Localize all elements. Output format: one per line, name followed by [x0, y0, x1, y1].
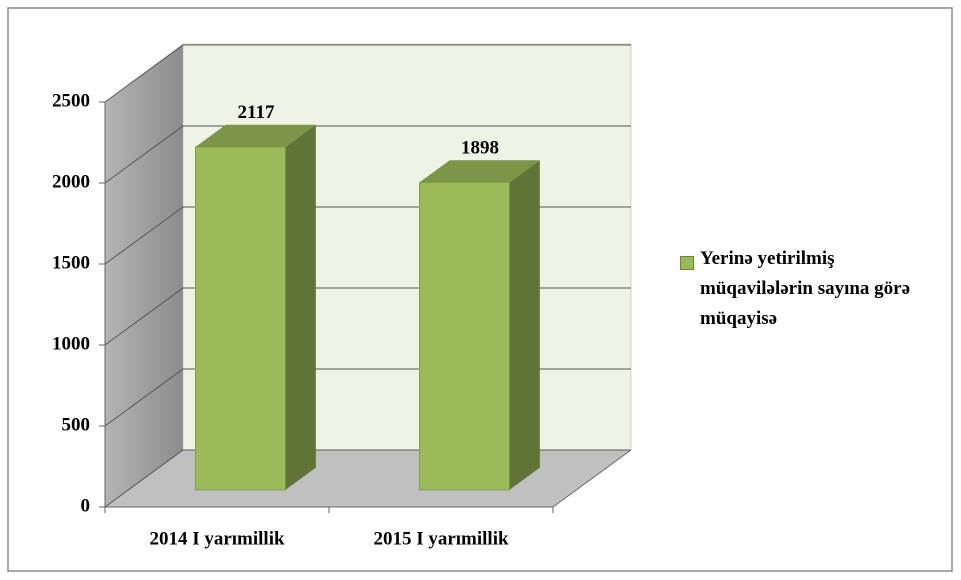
legend-label: Yerinə yetirilmiş müqavilələrin sayına g…	[700, 248, 911, 329]
bar-top-shade	[419, 160, 540, 183]
x-tick-label: 2014 I yarımillik	[149, 528, 285, 549]
y-tick-label: 500	[62, 414, 91, 435]
bar-top	[195, 124, 316, 147]
bar-top-shade	[195, 124, 316, 147]
bar-top	[419, 160, 540, 183]
bar	[194, 146, 286, 491]
legend: Yerinə yetirilmiş müqavilələrin sayına g…	[680, 248, 920, 334]
y-tick-label: 1000	[52, 333, 90, 354]
data-label: 2117	[238, 102, 275, 123]
data-label: 1898	[461, 137, 499, 158]
bar-side-shade	[509, 160, 540, 490]
floor-edge	[552, 449, 632, 508]
grid-line	[104, 125, 631, 184]
legend-swatch	[680, 256, 694, 270]
grid-line	[104, 44, 631, 103]
floor	[105, 450, 631, 507]
side-wall	[105, 44, 183, 507]
y-tick-label: 2000	[52, 171, 90, 192]
bar-side	[285, 124, 316, 490]
y-tick-label: 0	[81, 495, 91, 516]
x-tick-label: 2015 I yarımillik	[373, 528, 509, 549]
bar-side-shade	[285, 124, 316, 490]
bar-side	[509, 160, 540, 490]
y-tick-label: 2500	[52, 90, 90, 111]
y-tick-label: 1500	[52, 252, 90, 273]
bar	[418, 182, 510, 491]
